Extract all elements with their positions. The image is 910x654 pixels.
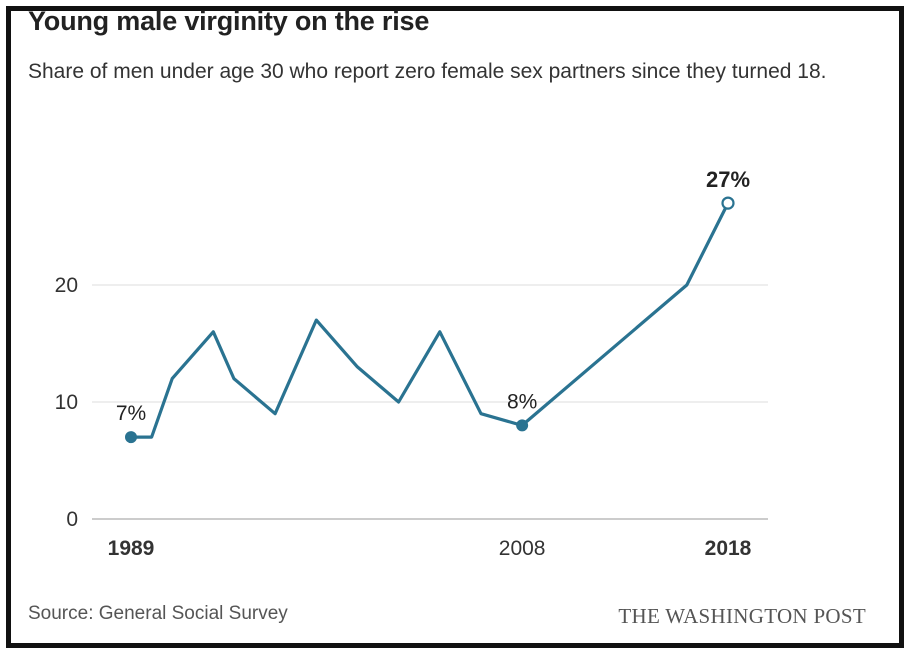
publisher-logo: THE WASHINGTON POST xyxy=(618,604,866,628)
data-label: 27% xyxy=(706,167,750,192)
y-tick-label: 20 xyxy=(55,274,78,297)
data-label: 7% xyxy=(116,402,146,425)
x-tick-label: 2008 xyxy=(499,537,546,560)
source-note: Source: General Social Survey xyxy=(28,603,288,624)
x-tick-label: 1989 xyxy=(108,537,155,560)
chart-subtitle: Share of men under age 30 who report zer… xyxy=(28,60,827,83)
data-point-marker xyxy=(721,196,735,210)
x-tick-label: 2018 xyxy=(705,537,752,560)
data-point-marker xyxy=(516,419,529,432)
series-line xyxy=(129,201,730,439)
chart-title: Young male virginity on the rise xyxy=(28,6,430,36)
data-label: 8% xyxy=(507,390,537,413)
data-point-marker xyxy=(125,431,137,444)
y-tick-label: 0 xyxy=(66,508,78,531)
chart-frame xyxy=(6,6,904,648)
y-tick-label: 10 xyxy=(55,391,78,414)
